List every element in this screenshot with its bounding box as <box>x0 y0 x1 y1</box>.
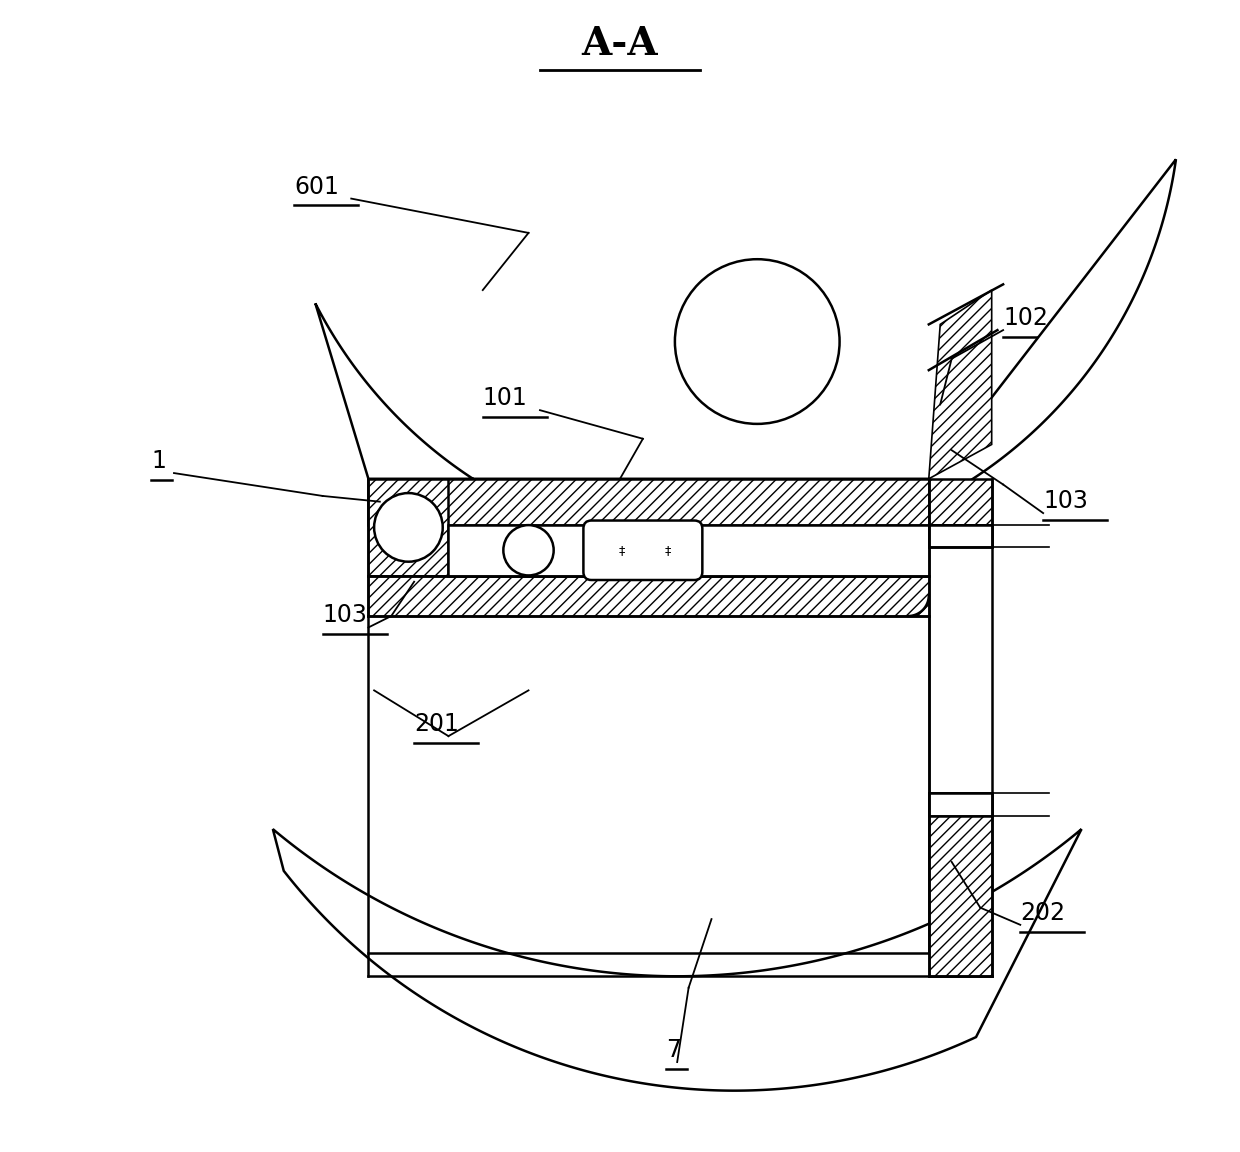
Text: ‡: ‡ <box>619 544 625 556</box>
Text: 7: 7 <box>666 1038 681 1062</box>
Polygon shape <box>315 159 1176 553</box>
Polygon shape <box>368 479 929 524</box>
Text: 103: 103 <box>322 604 367 628</box>
Text: ‡: ‡ <box>665 544 671 556</box>
Circle shape <box>503 525 554 576</box>
Polygon shape <box>273 829 1081 1091</box>
Text: 202: 202 <box>1021 901 1065 925</box>
Text: 101: 101 <box>482 386 527 410</box>
Polygon shape <box>929 524 992 547</box>
Polygon shape <box>929 794 992 976</box>
Text: A-A: A-A <box>582 25 658 63</box>
Polygon shape <box>368 479 449 576</box>
Text: 1: 1 <box>151 449 166 473</box>
Polygon shape <box>929 479 992 524</box>
Polygon shape <box>368 576 929 616</box>
FancyBboxPatch shape <box>583 521 702 579</box>
Text: 103: 103 <box>1043 490 1087 513</box>
Bar <box>929 524 992 547</box>
Polygon shape <box>929 290 992 479</box>
Text: 102: 102 <box>1003 306 1048 331</box>
Text: 601: 601 <box>294 175 339 198</box>
Bar <box>929 794 992 816</box>
Bar <box>449 524 929 576</box>
Circle shape <box>374 493 443 562</box>
Text: 201: 201 <box>414 712 459 736</box>
Circle shape <box>675 259 839 424</box>
